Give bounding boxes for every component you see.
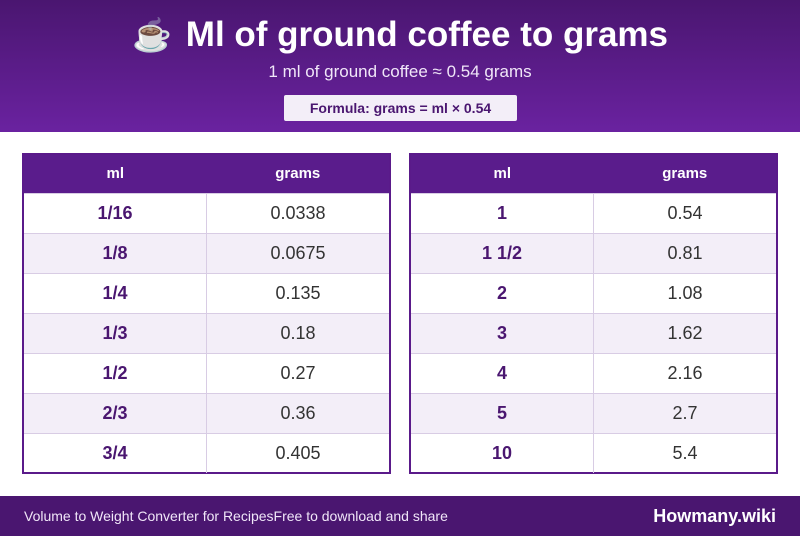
table-row: 1 1/2 0.81 [411, 232, 776, 273]
grams-cell: 0.36 [206, 392, 389, 433]
footer-brand: Howmany.wiki [653, 506, 776, 526]
conversion-table-right: ml grams 1 0.54 1 1/2 0.81 2 1.08 3 1.62 4 2.16 5 2… [409, 153, 778, 474]
table-row: 1 0.54 [411, 192, 776, 233]
table-row: 1/4 0.135 [24, 272, 389, 313]
table-row: 1/16 0.0338 [24, 192, 389, 233]
ml-cell: 1/16 [24, 192, 207, 233]
ml-cell: 2/3 [24, 392, 207, 433]
footer-bar: Volume to Weight Converter for RecipesFr… [0, 496, 800, 536]
header-banner: ☕ Ml of ground coffee to grams 1 ml of g… [0, 0, 800, 132]
grams-cell: 5.4 [593, 432, 776, 473]
ml-cell: 3 [411, 312, 594, 353]
grams-cell: 2.16 [593, 352, 776, 393]
page-title: ☕ Ml of ground coffee to grams [0, 14, 800, 56]
ml-cell: 3/4 [24, 432, 207, 473]
column-header-ml: ml [411, 155, 594, 193]
ml-cell: 1 [411, 192, 594, 233]
grams-cell: 0.27 [206, 352, 389, 393]
column-header-grams: grams [206, 155, 389, 193]
table-row: 3 1.62 [411, 312, 776, 353]
table-row: 10 5.4 [411, 432, 776, 473]
grams-cell: 0.135 [206, 272, 389, 313]
ml-cell: 1/2 [24, 352, 207, 393]
grams-cell: 0.0675 [206, 232, 389, 273]
grams-cell: 2.7 [593, 392, 776, 433]
ml-cell: 2 [411, 272, 594, 313]
grams-cell: 0.0338 [206, 192, 389, 233]
table-row: 2/3 0.36 [24, 392, 389, 433]
table-row: 4 2.16 [411, 352, 776, 393]
ml-cell: 4 [411, 352, 594, 393]
footer-share-text: Free to download and share [273, 508, 448, 524]
grams-cell: 1.62 [593, 312, 776, 353]
ml-cell: 1/3 [24, 312, 207, 353]
ml-cell: 1/8 [24, 232, 207, 273]
grams-cell: 0.81 [593, 232, 776, 273]
table-row: 3/4 0.405 [24, 432, 389, 473]
footer-text: Volume to Weight Converter for RecipesFr… [24, 508, 448, 524]
ml-cell: 1 1/2 [411, 232, 594, 273]
page-title-text: Ml of ground coffee to grams [185, 15, 669, 54]
table-row: 2 1.08 [411, 272, 776, 313]
column-header-ml: ml [24, 155, 207, 193]
ml-cell: 1/4 [24, 272, 207, 313]
coffee-cup-icon: ☕ [131, 17, 172, 53]
page-subtitle: 1 ml of ground coffee ≈ 0.54 grams [268, 62, 532, 81]
conversion-table-left: ml grams 1/16 0.0338 1/8 0.0675 1/4 0.135 1/3 0… [22, 153, 391, 474]
ml-cell: 5 [411, 392, 594, 433]
footer-converter-text: Volume to Weight Converter for Recipes [24, 508, 274, 524]
column-header-grams: grams [593, 155, 776, 193]
grams-cell: 1.08 [593, 272, 776, 313]
grams-cell: 0.54 [593, 192, 776, 233]
table-row: 5 2.7 [411, 392, 776, 433]
grams-cell: 0.405 [206, 432, 389, 473]
grams-cell: 0.18 [206, 312, 389, 353]
table-row: 1/2 0.27 [24, 352, 389, 393]
table-row: 1/3 0.18 [24, 312, 389, 353]
formula-badge: Formula: grams = ml × 0.54 [284, 95, 517, 121]
table-row: 1/8 0.0675 [24, 232, 389, 273]
ml-cell: 10 [411, 432, 594, 473]
